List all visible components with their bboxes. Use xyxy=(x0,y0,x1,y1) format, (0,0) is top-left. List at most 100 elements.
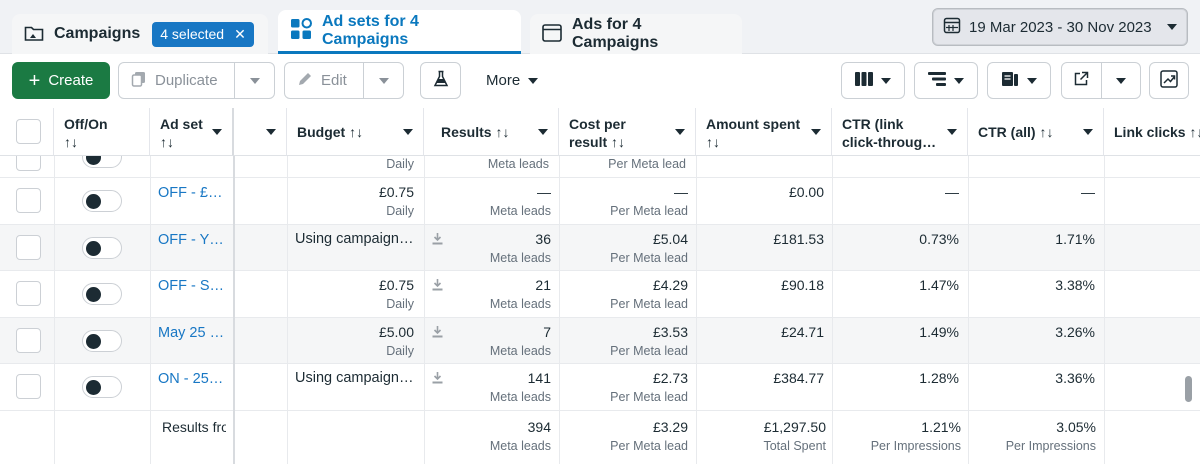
row-toggle[interactable] xyxy=(82,156,122,168)
create-label: Create xyxy=(48,72,94,89)
select-all-checkbox[interactable] xyxy=(16,119,41,144)
selected-badge: 4 selected ✕ xyxy=(152,21,254,47)
ctr-link-value: 1.47% xyxy=(919,277,959,293)
ctr-all-value: 3.38% xyxy=(1055,277,1095,293)
duplicate-button[interactable]: Duplicate xyxy=(118,62,275,99)
charts-button[interactable] xyxy=(1149,62,1189,99)
chevron-down-icon xyxy=(1167,24,1177,30)
row-checkbox[interactable] xyxy=(16,327,41,353)
budget-value: Using campaign… xyxy=(295,370,414,386)
export-dropdown[interactable] xyxy=(1100,63,1140,98)
duplicate-dropdown[interactable] xyxy=(234,63,274,98)
header-offon[interactable]: Off/On ↑↓ xyxy=(54,108,150,156)
date-range-picker[interactable]: 19 Mar 2023 - 30 Nov 2023 xyxy=(932,8,1188,46)
header-cost-per-result[interactable]: Cost per result ↑↓ xyxy=(559,108,696,156)
results-type: Meta leads xyxy=(489,297,551,311)
columns-button[interactable] xyxy=(841,62,905,99)
table-row[interactable]: OFF - £… £0.75 Daily — Meta leads — Per Meta l… xyxy=(0,178,1200,225)
ctr-link-value: — xyxy=(945,184,959,200)
row-toggle[interactable] xyxy=(82,190,122,212)
test-button[interactable] xyxy=(420,62,461,99)
ad-set-name-link[interactable]: OFF - Y… xyxy=(158,231,224,248)
cost-per-result-value: £4.29 xyxy=(652,277,688,293)
header-results[interactable]: Results ↑↓ xyxy=(424,108,559,156)
budget-value: £0.75 xyxy=(378,277,414,293)
chevron-down-icon xyxy=(947,129,957,135)
totals-ctr-link: 1.21% xyxy=(921,419,961,435)
header-cost-label-2: result xyxy=(569,134,608,150)
row-toggle[interactable] xyxy=(82,236,122,259)
row-checkbox[interactable] xyxy=(16,374,41,399)
cost-type: Per Meta lead xyxy=(610,343,688,358)
edit-button[interactable]: Edit xyxy=(284,62,404,99)
download-icon xyxy=(432,325,443,341)
tab-ads[interactable]: Ads for 4 Campaigns xyxy=(530,14,742,54)
ctr-link-value: 1.28% xyxy=(919,370,959,386)
header-link-clicks[interactable]: Link clicks ↑↓ xyxy=(1104,108,1200,156)
tab-campaigns[interactable]: Campaigns 4 selected ✕ xyxy=(12,14,268,54)
totals-amount: £1,297.50 xyxy=(763,419,826,435)
ad-set-name-link[interactable]: OFF - £… xyxy=(158,185,223,201)
ctr-all-value: — xyxy=(1081,184,1095,200)
row-toggle[interactable] xyxy=(82,283,122,305)
amount-spent-value: £90.18 xyxy=(781,277,824,293)
edit-main[interactable]: Edit xyxy=(285,63,363,98)
table-row[interactable]: OFF - Y… Using campaign… 36 Meta leads £5.04… xyxy=(0,224,1200,271)
export-button[interactable] xyxy=(1062,63,1101,98)
header-ctr-link-label-1: CTR (link xyxy=(842,116,904,132)
edit-dropdown[interactable] xyxy=(363,63,403,98)
header-adset[interactable]: Ad set ↑↓ xyxy=(150,108,234,156)
totals-ctr-all-sub: Per Impressions xyxy=(1005,439,1096,453)
row-checkbox[interactable] xyxy=(16,188,41,213)
results-type: Meta leads xyxy=(489,250,551,265)
reports-button[interactable] xyxy=(987,62,1051,99)
breakdown-button[interactable] xyxy=(914,62,978,99)
ad-set-name-link[interactable]: OFF - S… xyxy=(158,278,225,294)
header-offon-label: Off/On xyxy=(64,116,108,132)
amount-spent-value: £0.00 xyxy=(788,184,824,200)
header-ctr-link[interactable]: CTR (link click-throug… xyxy=(832,108,968,156)
row-checkbox[interactable] xyxy=(16,281,41,306)
row-checkbox[interactable] xyxy=(16,156,41,171)
sort-icon: ↑↓ xyxy=(611,134,626,150)
column-divider xyxy=(424,156,425,464)
row-toggle[interactable] xyxy=(82,376,122,398)
row-toggle[interactable] xyxy=(82,329,122,352)
row-checkbox[interactable] xyxy=(16,234,41,260)
table-row[interactable]: ON - 25… Using campaign… 141 Meta leads £2.7… xyxy=(0,364,1200,411)
tab-ads-label: Ads for 4 Campaigns xyxy=(572,16,659,51)
ad-set-name-link[interactable]: ON - 25… xyxy=(158,371,224,387)
chevron-down-icon xyxy=(1115,77,1126,84)
chevron-down-icon xyxy=(1027,77,1037,84)
totals-results-sub: Meta leads xyxy=(489,439,551,453)
table-row[interactable]: OFF - S… £0.75 Daily 21 Meta leads £4.29 Per M… xyxy=(0,271,1200,318)
tab-ad-sets[interactable]: Ad sets for 4 Campaigns xyxy=(278,10,521,54)
amount-spent-value: £181.53 xyxy=(773,230,824,247)
totals-ctr-all: 3.05% xyxy=(1056,419,1096,435)
budget-type: Daily xyxy=(386,204,414,218)
column-divider xyxy=(54,156,55,464)
ad-set-name-link[interactable]: May 25 … xyxy=(158,324,225,341)
table-row[interactable]: May 25 … £5.00 Daily 7 Meta leads £3.53 Per Me… xyxy=(0,317,1200,364)
header-adset-label: Ad set xyxy=(160,116,203,132)
results-value: 36 xyxy=(535,230,551,247)
header-ctr-all[interactable]: CTR (all) ↑↓ xyxy=(968,108,1104,156)
sort-icon: ↑↓ xyxy=(160,134,174,150)
totals-amount-sub: Total Spent xyxy=(763,439,826,453)
column-divider xyxy=(696,156,697,464)
header-budget-label: Budget xyxy=(297,124,346,140)
header-budget[interactable]: Budget ↑↓ xyxy=(287,108,424,156)
chevron-down-icon xyxy=(528,77,539,84)
duplicate-main[interactable]: Duplicate xyxy=(119,63,234,98)
more-button[interactable]: More xyxy=(486,72,539,89)
create-button[interactable]: + Create xyxy=(12,62,110,99)
header-amount-spent[interactable]: Amount spent ↑↓ xyxy=(696,108,832,156)
download-icon xyxy=(432,232,443,248)
clear-selection-icon[interactable]: ✕ xyxy=(234,25,246,42)
cost-per-result-value: £5.04 xyxy=(652,230,688,247)
results-value: — xyxy=(537,184,551,200)
pencil-icon xyxy=(297,71,313,91)
header-ctr-all-label: CTR (all) xyxy=(978,124,1036,140)
header-delivery[interactable] xyxy=(234,108,287,156)
vertical-scrollbar[interactable] xyxy=(1185,376,1192,402)
